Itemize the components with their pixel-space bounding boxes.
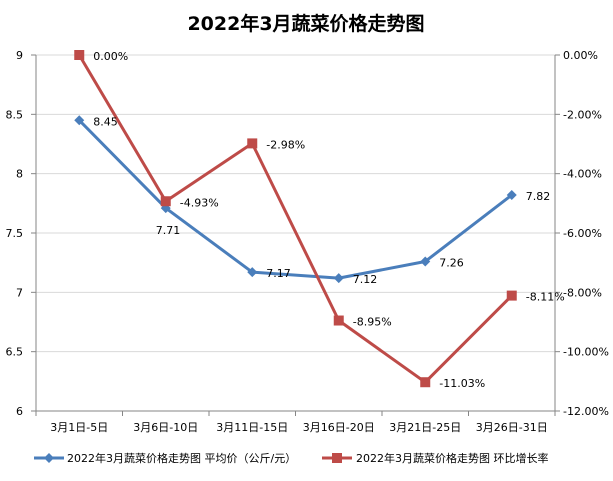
price-data-label: 7.82 — [526, 190, 551, 203]
legend-marker-growth — [332, 453, 342, 463]
x-tick-label: 3月11日-15日 — [216, 421, 288, 434]
x-tick-label: 3月16日-20日 — [303, 421, 375, 434]
series-markers — [74, 50, 517, 388]
price-marker — [74, 115, 85, 126]
price-line — [78, 119, 513, 280]
data-labels: 8.45 7.71 7.17 7.12 7.26 7.82 0.00% -4.93% -2.98… — [93, 50, 564, 390]
price-data-label: 7.71 — [156, 224, 181, 237]
right-tick-label: -4.00% — [563, 168, 602, 181]
right-tick-label: -8.00% — [563, 286, 602, 299]
growth-marker — [160, 196, 171, 207]
price-marker — [333, 273, 344, 284]
left-tick-label: 8 — [16, 168, 23, 181]
price-data-label: 7.26 — [439, 256, 464, 269]
growth-marker — [247, 138, 258, 149]
right-axis-ticks: -12.00% -10.00% -8.00% -6.00% -4.00% -2.00% 0.… — [563, 49, 609, 418]
growth-marker — [506, 290, 517, 301]
left-tick-label: 6 — [16, 405, 23, 418]
legend-label-price: 2022年3月蔬菜价格走势图 平均价（公斤/元） — [67, 451, 296, 465]
price-marker — [506, 190, 517, 201]
price-data-label: 7.17 — [266, 267, 291, 280]
price-marker — [247, 267, 258, 278]
left-tick-label: 7.5 — [6, 227, 24, 240]
x-tick-label: 3月26日-31日 — [476, 421, 548, 434]
right-tick-label: -10.00% — [563, 346, 609, 359]
x-tick-label: 3月1日-5日 — [50, 421, 108, 434]
price-marker — [420, 256, 431, 267]
growth-data-label: -2.98% — [266, 138, 305, 151]
gridlines — [36, 54, 555, 412]
x-tick-label: 3月6日-10日 — [133, 421, 198, 434]
series-lines — [77, 54, 513, 384]
growth-data-label: -8.95% — [353, 316, 392, 329]
chart-title: 2022年3月蔬菜价格走势图 — [187, 12, 424, 35]
price-data-label: 8.45 — [93, 115, 118, 128]
right-tick-label: 0.00% — [563, 49, 598, 62]
legend-label-growth: 2022年3月蔬菜价格走势图 环比增长率 — [356, 451, 549, 465]
legend: 2022年3月蔬菜价格走势图 平均价（公斤/元） 2022年3月蔬菜价格走势图 … — [34, 451, 549, 465]
legend-marker-price — [44, 453, 54, 463]
price-data-label: 7.12 — [353, 273, 378, 286]
right-tick-label: -2.00% — [563, 108, 602, 121]
growth-data-label: 0.00% — [93, 50, 128, 63]
left-tick-label: 7 — [16, 286, 23, 299]
x-tick-label: 3月21日-25日 — [389, 421, 461, 434]
right-tick-label: -6.00% — [563, 227, 602, 240]
right-tick-label: -12.00% — [563, 405, 609, 418]
growth-data-label: -8.11% — [526, 291, 565, 304]
growth-marker — [333, 315, 344, 326]
growth-data-label: -4.93% — [180, 196, 219, 209]
left-axis-ticks: 6 6.5 7 7.5 8 8.5 9 — [6, 49, 24, 418]
axes — [31, 54, 560, 416]
left-tick-label: 9 — [16, 49, 23, 62]
growth-marker — [420, 377, 431, 388]
growth-data-label: -11.03% — [439, 377, 485, 390]
left-tick-label: 8.5 — [6, 108, 24, 121]
growth-marker — [74, 50, 85, 60]
growth-line — [77, 54, 513, 384]
x-axis-ticks: 3月1日-5日 3月6日-10日 3月11日-15日 3月16日-20日 3月21日-2… — [50, 421, 547, 434]
left-tick-label: 6.5 — [6, 346, 24, 359]
